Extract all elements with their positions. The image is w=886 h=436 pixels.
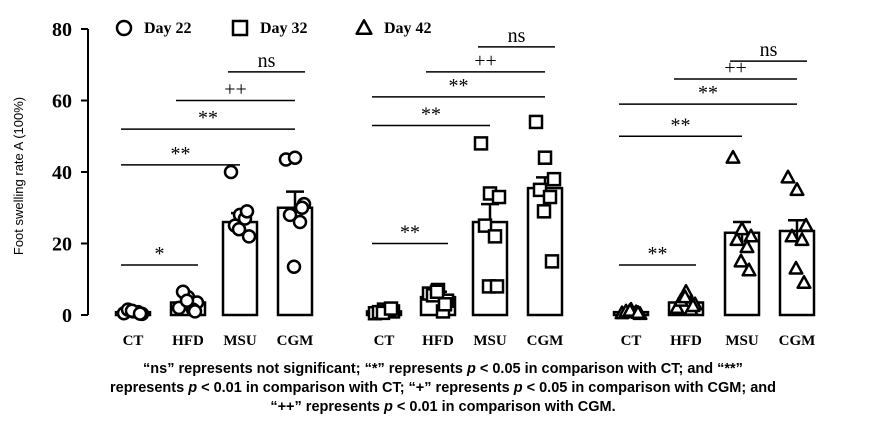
data-point: [437, 297, 453, 312]
data-point: [282, 207, 298, 223]
legend: Day 22 Day 32 Day 42: [115, 19, 432, 37]
data-point: [794, 232, 810, 247]
foot-swelling-chart: 0 20 40 60 80 Foot swelling rate A (100%) Day…: [11, 19, 816, 349]
data-point: [537, 150, 553, 165]
axes: 0 20 40 60 80 Foot swelling rate A (100%): [11, 19, 89, 327]
y-tick-label: 60: [52, 91, 72, 113]
x-tick-label: CGM: [277, 333, 314, 349]
data-point: [739, 239, 755, 254]
x-tick-label: MSU: [223, 333, 257, 349]
legend-marker-triangle: [355, 19, 373, 36]
significance-label: **: [671, 114, 691, 136]
data-point: [544, 254, 560, 269]
data-point: [743, 228, 759, 243]
data-point: [733, 253, 749, 268]
data-point: [292, 214, 308, 230]
significance-label: **: [698, 82, 718, 104]
significance-label: **: [421, 104, 441, 126]
data-point: [677, 289, 693, 304]
significance-label: **: [171, 143, 191, 165]
data-point: [294, 200, 310, 215]
group-day-42: CT HFD MSU CGM ** ** ** ++ ns: [612, 39, 816, 349]
x-tick-label: CGM: [527, 333, 564, 349]
y-tick-label: 20: [52, 234, 72, 256]
significance-label: **: [648, 243, 668, 265]
significance-label: ++: [724, 57, 747, 79]
significance-label: ++: [474, 50, 497, 72]
x-tick-label: MSU: [473, 333, 507, 349]
caption: “ns” represents not significant; “*” rep…: [0, 360, 886, 417]
data-point: [287, 150, 303, 165]
data-point: [784, 228, 800, 243]
x-tick-label: CT: [621, 333, 642, 349]
data-point: [741, 262, 757, 277]
data-point: [429, 284, 445, 300]
x-tick-label: HFD: [172, 333, 204, 349]
data-point: [734, 221, 750, 236]
data-point: [546, 171, 562, 187]
data-point: [179, 293, 195, 308]
y-tick-label: 40: [52, 162, 72, 184]
significance-label: ++: [224, 79, 247, 101]
data-point: [729, 232, 745, 247]
data-point: [241, 229, 257, 244]
x-tick-label: HFD: [670, 333, 702, 349]
data-point: [725, 149, 741, 164]
x-tick-label: CGM: [779, 333, 816, 349]
data-point: [780, 169, 796, 184]
significance-label: **: [449, 75, 469, 97]
data-point: [630, 305, 646, 320]
data-point: [796, 274, 812, 290]
data-point: [788, 260, 804, 275]
legend-label: Day 42: [384, 20, 432, 37]
group-day-32: CT HFD MSU CGM******++ns: [365, 25, 564, 349]
data-point: [798, 217, 814, 232]
data-point: [669, 300, 685, 315]
data-point: [487, 229, 503, 244]
legend-label: Day 32: [260, 20, 308, 37]
data-point: [789, 182, 805, 197]
y-tick-label: 80: [52, 19, 72, 41]
data-point: [383, 301, 399, 316]
data-point: [489, 279, 505, 294]
significance-label: ns: [258, 50, 276, 72]
y-tick-label: 0: [62, 305, 72, 327]
legend-item: Day 32: [231, 19, 308, 37]
x-tick-label: HFD: [422, 333, 454, 349]
group-day-22: CT HFD MSU CGM*****++ns: [114, 50, 314, 349]
data-point: [286, 259, 302, 274]
data-point: [542, 189, 558, 205]
data-point: [477, 218, 493, 233]
data-point: [239, 204, 255, 219]
caption-line-2: represents p < 0.01 in comparison with C…: [110, 380, 776, 396]
data-point: [132, 306, 148, 321]
legend-marker-square: [231, 19, 249, 37]
data-point: [528, 114, 544, 130]
data-point: [536, 204, 552, 219]
legend-label: Day 22: [144, 20, 192, 37]
x-tick-label: MSU: [725, 333, 759, 349]
data-point: [685, 298, 701, 313]
x-tick-label: CT: [123, 333, 144, 349]
data-point: [231, 221, 247, 237]
legend-item: Day 22: [115, 19, 192, 37]
legend-item: Day 42: [355, 19, 432, 37]
caption-line-3: “++” represents p < 0.01 in comparison w…: [270, 399, 616, 415]
data-point: [491, 189, 507, 205]
data-point: [473, 136, 489, 151]
x-tick-label: CT: [374, 333, 395, 349]
significance-label: ns: [508, 25, 526, 47]
data-point: [223, 164, 239, 180]
data-point: [187, 304, 203, 319]
legend-marker-circle: [115, 19, 133, 37]
significance-label: *: [155, 243, 165, 265]
caption-line-1: “ns” represents not significant; “*” rep…: [143, 361, 743, 377]
significance-label: ns: [760, 39, 778, 61]
y-axis-label: Foot swelling rate A (100%): [11, 97, 26, 255]
significance-label: **: [198, 107, 218, 129]
significance-label: **: [400, 222, 420, 244]
